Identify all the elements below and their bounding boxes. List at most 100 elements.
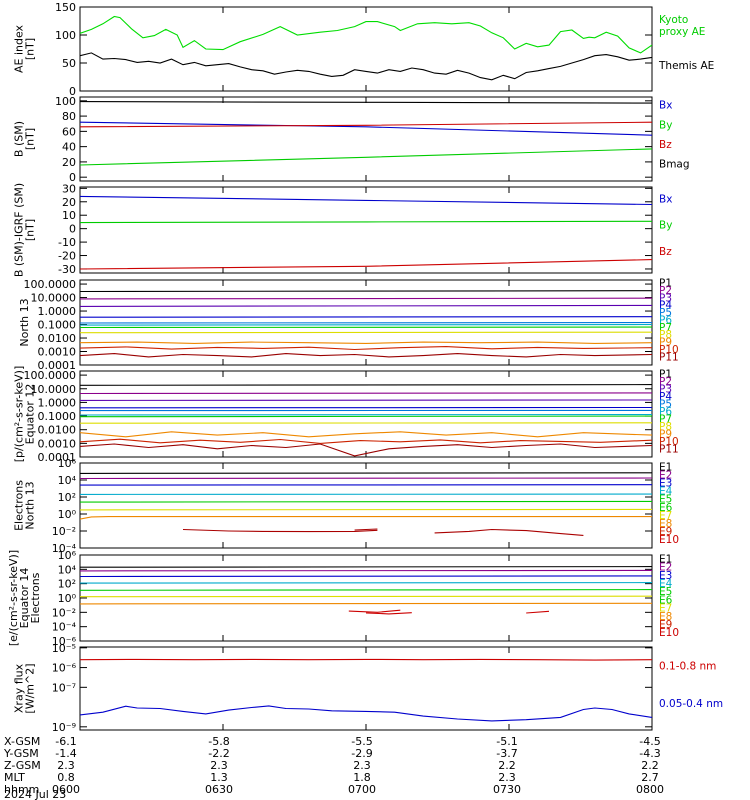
series-line-by: [80, 220, 652, 224]
legend-label: E5: [659, 494, 672, 506]
ephemeris-row-label: Y-GSM: [3, 747, 39, 760]
y-tick-label: 0.0100: [38, 332, 77, 345]
series-line-p9: [80, 431, 652, 438]
y-tick-label: 20: [62, 196, 76, 209]
legend-label: Themis AE: [658, 60, 714, 72]
panel-8: 10⁻⁹ 10⁻⁷ 10⁻⁶ 10⁻⁵ Xray flux[W/m^2] 0.1-0.8 …: [13, 642, 724, 734]
y-tick-label: 10⁰: [58, 508, 77, 521]
legend-label: P9: [659, 337, 672, 349]
y-axis-label: [W/m^2]: [24, 663, 37, 713]
series-line-p11: [80, 353, 652, 358]
panel-4: 0.00010.00100.01000.10001.000010.0000100…: [18, 278, 679, 372]
ephemeris-value: 1.8: [353, 771, 371, 784]
series-line-e4: [80, 582, 652, 584]
legend-label: By: [659, 119, 672, 131]
panel-5: 0.00010.00100.01000.10001.000010.0000100…: [13, 366, 679, 464]
legend-label: Bx: [659, 194, 672, 206]
legend-label: E9: [659, 526, 672, 538]
legend-label: E10: [659, 534, 679, 546]
legend-label: E1: [659, 461, 672, 473]
ephemeris-value: 0700: [348, 783, 376, 796]
legend-label: P5: [659, 307, 672, 319]
ephemeris-value: 2.3: [210, 759, 228, 772]
ephemeris-value: 0600: [52, 783, 80, 796]
y-tick-label: 100: [55, 95, 76, 108]
panel-frame: [79, 462, 653, 549]
ephemeris-value: -3.7: [496, 747, 517, 760]
ephemeris-value: -1.4: [55, 747, 76, 760]
series-line-p8: [80, 331, 652, 334]
y-tick-label: 0.1000: [38, 410, 77, 423]
ephemeris-value: -5.5: [351, 735, 372, 748]
series-line-e1: [80, 472, 652, 474]
legend-label: 0.1-0.8 nm: [659, 660, 716, 672]
ephemeris-value: 2.3: [353, 759, 371, 772]
series-line-e1: [80, 566, 652, 568]
ephemeris-value: 2.3: [498, 771, 516, 784]
legend-label: Bz: [659, 139, 672, 151]
series-line-0-05-0-4-nm: [80, 705, 652, 722]
y-axis-label: Equator 12: [24, 384, 37, 445]
series-line-by: [80, 148, 652, 166]
series-line-e7: [80, 516, 652, 520]
y-tick-label: 10⁰: [58, 592, 77, 605]
ephemeris-row-label: hhmm: [4, 783, 39, 796]
y-tick-label: -30: [58, 263, 76, 276]
legend-label: E8: [659, 611, 672, 623]
y-tick-label: 1.0000: [38, 396, 77, 409]
y-tick-label: 150: [55, 1, 76, 14]
series-line-bx: [80, 121, 652, 136]
y-tick-label: 10⁻⁶: [52, 635, 77, 648]
series-line-e9: [354, 528, 378, 531]
legend-label: P6: [659, 314, 672, 326]
ephemeris-value: 0.8: [57, 771, 75, 784]
series-line-e9: [348, 609, 401, 613]
y-tick-label: 0.0001: [38, 359, 77, 372]
series-line-p7: [80, 415, 652, 418]
y-tick-label: 10.0000: [31, 383, 77, 396]
series-line-e9: [182, 528, 378, 533]
y-tick-label: 10⁻⁴: [52, 542, 77, 555]
y-tick-label: -20: [58, 250, 76, 263]
series-line-p1: [80, 290, 652, 293]
y-tick-label: 0: [69, 85, 76, 98]
y-axis-label: AE index: [13, 24, 26, 73]
y-axis-label: B (SM)-IGRF (SM): [13, 183, 26, 277]
legend-label: By: [659, 220, 672, 232]
y-axis-label: Electrons: [13, 480, 26, 531]
series-line-p4: [80, 316, 652, 318]
y-tick-label: 10⁻⁷: [52, 681, 76, 694]
ephemeris-value: -2.9: [351, 747, 372, 760]
y-tick-label: 0.0100: [38, 424, 77, 437]
legend-label: P7: [659, 413, 672, 425]
ephemeris-value: 2.2: [641, 759, 659, 772]
legend-label: P11: [659, 443, 679, 455]
legend-label: P3: [659, 292, 672, 304]
series-line-e5: [80, 589, 652, 591]
series-line-bmag: [80, 101, 652, 104]
y-axis-label: [nT]: [24, 38, 37, 60]
series-line-p11: [80, 443, 652, 457]
legend-label: E7: [659, 510, 672, 522]
y-tick-label: -10: [58, 236, 76, 249]
y-tick-label: 60: [62, 125, 76, 138]
legend-label: P3: [659, 384, 672, 396]
y-tick-label: 10⁻⁴: [52, 621, 77, 634]
legend-label: Kyoto: [659, 14, 688, 26]
legend-label: proxy AE: [659, 26, 705, 38]
legend-label: E6: [659, 594, 673, 606]
y-axis-label: [nT]: [24, 219, 37, 241]
legend-label: E4: [659, 578, 673, 590]
y-tick-label: 10⁻²: [52, 525, 76, 538]
ephemeris-value: -6.1: [55, 735, 76, 748]
ephemeris-row-label: MLT: [4, 771, 25, 784]
series-line-0-1-0-8-nm: [80, 658, 652, 661]
y-tick-label: 10⁴: [58, 563, 77, 576]
legend-label: Bz: [659, 246, 672, 258]
legend-label: P11: [659, 351, 679, 363]
series-line-e9: [365, 612, 412, 615]
legend-label: P4: [659, 391, 672, 403]
